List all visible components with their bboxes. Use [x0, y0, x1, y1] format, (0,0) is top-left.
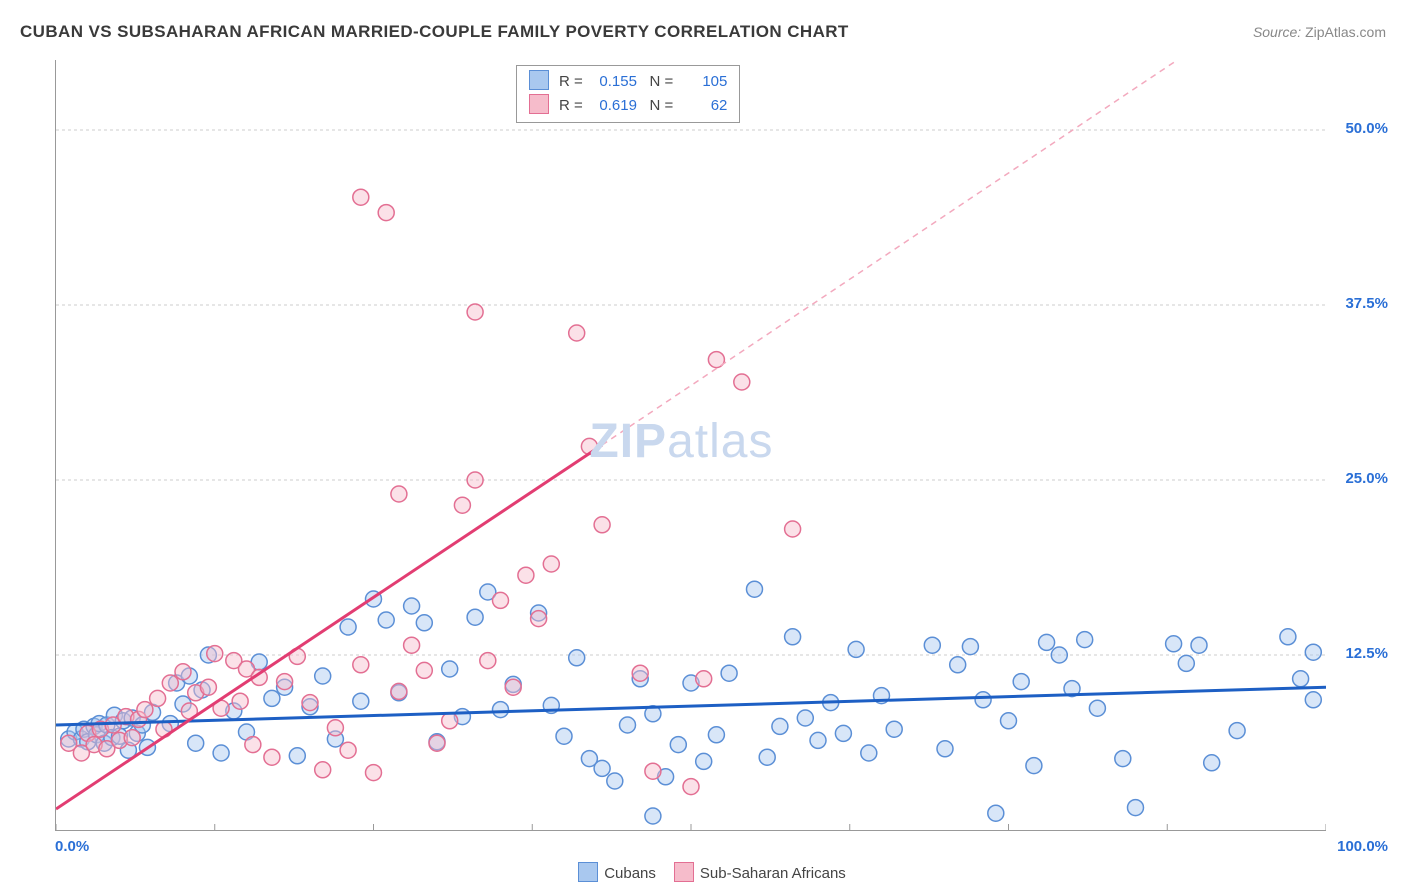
- chart-title: CUBAN VS SUBSAHARAN AFRICAN MARRIED-COUP…: [20, 22, 849, 42]
- legend-swatch: [529, 94, 549, 114]
- x-tick-label: 0.0%: [55, 838, 89, 855]
- source-value: ZipAtlas.com: [1305, 24, 1386, 40]
- correlation-legend: R = 0.155 N = 105R = 0.619 N = 62: [516, 65, 740, 123]
- series-legend: Cubans Sub-Saharan Africans: [0, 862, 1406, 882]
- y-tick-label: 37.5%: [1345, 295, 1388, 312]
- legend-n-value: 62: [677, 94, 727, 118]
- footer-series-label: Sub-Saharan Africans: [700, 865, 846, 882]
- source-label: Source:: [1253, 24, 1301, 40]
- legend-row: R = 0.155 N = 105: [529, 70, 727, 94]
- chart-container: CUBAN VS SUBSAHARAN AFRICAN MARRIED-COUP…: [0, 0, 1406, 892]
- plot-svg: [56, 60, 1326, 830]
- y-tick-label: 25.0%: [1345, 470, 1388, 487]
- legend-swatch: [529, 70, 549, 90]
- footer-swatch: [674, 862, 694, 882]
- footer-swatch: [578, 862, 598, 882]
- y-tick-label: 12.5%: [1345, 645, 1388, 662]
- legend-r-value: 0.155: [587, 70, 637, 94]
- plot-area: ZIPatlas R = 0.155 N = 105R = 0.619 N = …: [55, 60, 1326, 831]
- x-tick-label: 100.0%: [1337, 838, 1388, 855]
- footer-series-label: Cubans: [604, 865, 656, 882]
- legend-r-value: 0.619: [587, 94, 637, 118]
- legend-n-value: 105: [677, 70, 727, 94]
- source-attribution: Source: ZipAtlas.com: [1253, 24, 1386, 40]
- y-tick-label: 50.0%: [1345, 120, 1388, 137]
- legend-row: R = 0.619 N = 62: [529, 94, 727, 118]
